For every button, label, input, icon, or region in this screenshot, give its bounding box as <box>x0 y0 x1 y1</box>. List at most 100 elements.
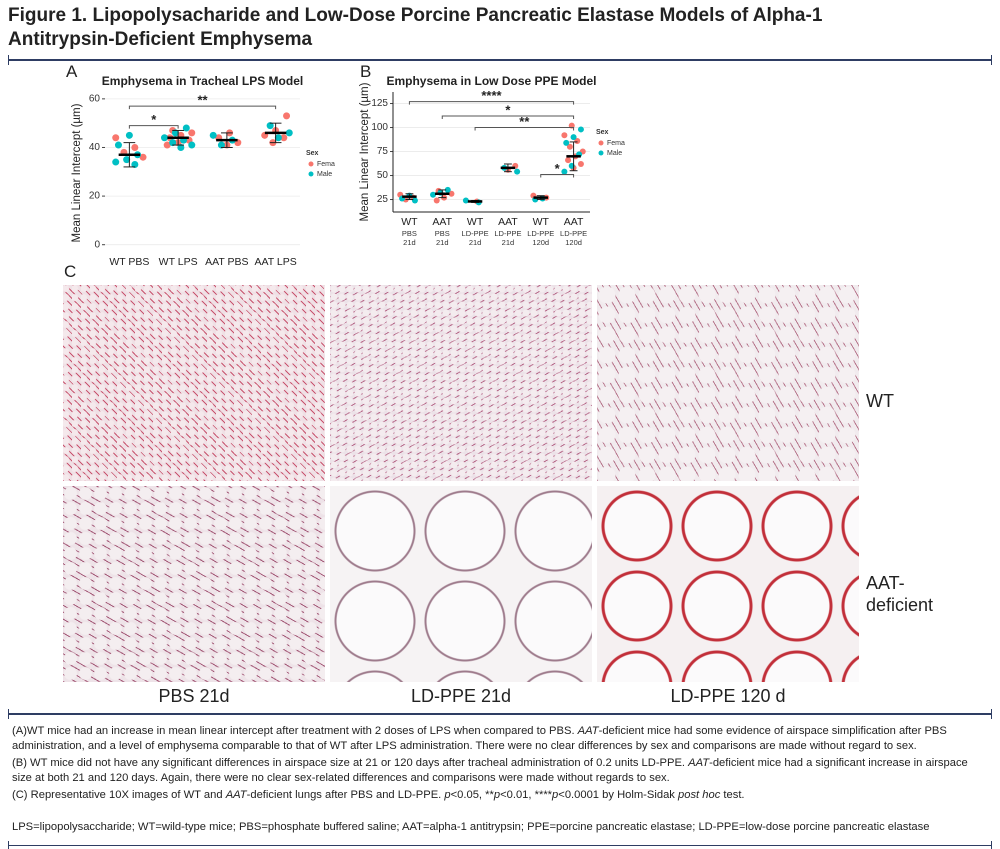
y-tick-label: 100 <box>371 122 388 133</box>
legend-label: Male <box>317 171 332 178</box>
data-point <box>561 168 568 175</box>
data-point <box>160 134 168 142</box>
significance-label: ** <box>197 93 208 108</box>
x-tick-sublabel: 120d <box>532 238 549 247</box>
data-point <box>283 112 291 120</box>
significance-bracket <box>540 174 575 178</box>
x-tick-sublabel: 21d <box>469 238 482 247</box>
caption-paragraph: (C) Representative 10X images of WT and … <box>12 788 987 803</box>
column-label: LD-PPE 120 d <box>670 686 786 706</box>
data-point <box>430 191 437 198</box>
caption-run: AAT <box>225 789 247 801</box>
legend-label: Female <box>317 161 335 168</box>
legend-marker <box>308 171 314 177</box>
data-point <box>570 134 577 141</box>
x-tick-sublabel: LD-PPE <box>494 229 521 238</box>
x-tick-label: WT <box>401 216 418 228</box>
data-point <box>114 141 122 149</box>
caption-run: (C) Representative 10X images of WT and <box>12 789 226 801</box>
x-tick-sublabel: 21d <box>436 238 449 247</box>
significance-bracket <box>474 127 575 131</box>
y-tick-label: 0 <box>94 239 100 250</box>
significance-label: * <box>505 102 511 117</box>
title-line: Figure 1. Lipopolysacharide and Low-Dose… <box>8 5 823 26</box>
data-point <box>182 124 190 132</box>
data-point <box>188 129 196 137</box>
data-point <box>574 137 581 144</box>
x-tick-sublabel: 21d <box>502 238 515 247</box>
histology-image <box>330 285 592 481</box>
data-point <box>139 153 147 161</box>
y-tick-label: 40 <box>89 142 101 153</box>
legend-title: Sex <box>306 150 319 157</box>
data-point <box>188 141 196 149</box>
caption: (A)WT mice had an increase in mean linea… <box>12 724 987 805</box>
y-axis-label: Mean Linear Intercept (µm) <box>71 103 83 242</box>
significance-bracket <box>128 125 179 129</box>
caption-paragraph: (A)WT mice had an increase in mean linea… <box>12 724 987 754</box>
data-point <box>433 197 440 204</box>
significance-bracket <box>128 105 277 110</box>
rule <box>8 841 992 849</box>
x-tick-label: WT PBS <box>109 256 149 267</box>
histology-image <box>597 486 859 682</box>
x-tick-sublabel: PBS <box>435 229 450 238</box>
y-axis-label: Mean Linear Intercept (µm) <box>359 82 371 221</box>
x-tick-sublabel: 21d <box>403 238 416 247</box>
x-tick-sublabel: LD-PPE <box>462 229 489 238</box>
chart-title: Emphysema in Tracheal LPS Model <box>102 74 303 88</box>
significance-label: ** <box>519 114 530 129</box>
caption-run: -deficient mice had some evidence of air… <box>12 725 947 752</box>
significance-bracket <box>441 115 575 119</box>
chart: Emphysema in Tracheal LPS Model Mean Line… <box>71 74 335 267</box>
histology-image <box>330 486 592 682</box>
x-tick-label: AAT <box>498 216 518 228</box>
data-point <box>285 129 293 137</box>
data-point <box>266 122 274 130</box>
caption-run: <0.05, ** <box>450 789 494 801</box>
data-point <box>566 143 573 150</box>
y-tick-label: 50 <box>377 170 389 181</box>
panel-label: B <box>360 62 372 81</box>
caption-run: -deficient lungs after PBS and LD-PPE. <box>246 789 445 801</box>
row-label: WT <box>866 391 894 411</box>
significance-bracket <box>408 101 575 105</box>
caption-run: AAT <box>688 757 710 769</box>
caption-run: p <box>444 789 451 801</box>
data-point <box>577 126 584 133</box>
x-tick-sublabel: LD-PPE <box>560 229 587 238</box>
data-point <box>217 141 225 149</box>
caption-run: post hoc <box>678 789 721 801</box>
x-tick-label: AAT <box>432 216 452 228</box>
x-tick-label: WT <box>467 216 484 228</box>
row-label-line: AAT- <box>866 573 905 593</box>
data-point <box>171 129 179 137</box>
y-tick-label: 125 <box>371 98 388 109</box>
x-tick-label: WT <box>533 216 550 228</box>
caption-run: <0.0001 by Holm-Sidak <box>558 789 678 801</box>
histology-image <box>597 285 859 481</box>
histology-image <box>63 486 325 682</box>
chart-title: Emphysema in Low Dose PPE Model <box>386 74 596 88</box>
caption-run: test. <box>720 789 745 801</box>
legend-title: Sex <box>596 129 609 136</box>
significance-label: * <box>555 161 561 176</box>
caption-run: AAT <box>577 725 599 737</box>
caption-run: -deficient mice had a significant increa… <box>12 757 968 784</box>
data-point <box>112 158 120 166</box>
legend-label: Male <box>607 150 622 157</box>
x-tick-sublabel: PBS <box>402 229 417 238</box>
x-tick-sublabel: LD-PPE <box>527 229 554 238</box>
caption-run: p <box>493 789 501 801</box>
figure-title: Figure 1. Lipopolysacharide and Low-Dose… <box>8 4 822 52</box>
data-point <box>169 139 177 147</box>
data-point <box>411 197 418 204</box>
significance-label: **** <box>481 88 502 103</box>
data-point <box>177 143 185 151</box>
panel-label: C <box>64 262 77 281</box>
data-point <box>514 168 521 175</box>
caption-run: (B) WT mice did not have any significant… <box>12 757 689 769</box>
x-tick-label: AAT <box>564 216 584 228</box>
caption-run: p <box>552 789 559 801</box>
